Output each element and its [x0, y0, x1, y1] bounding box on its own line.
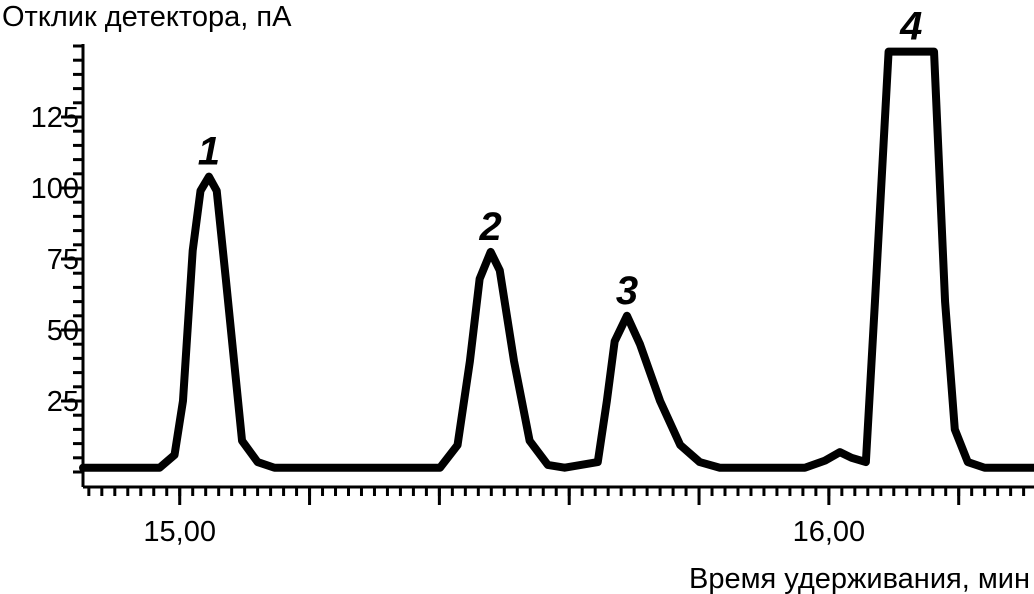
y-tick-label: 75: [47, 244, 79, 276]
x-axis-title: Время удерживания, мин: [689, 563, 1030, 594]
x-tick-label: 16,00: [793, 516, 866, 548]
y-tick-label: 125: [31, 102, 79, 134]
y-tick-label: 50: [47, 315, 79, 347]
peak-label: 4: [899, 5, 922, 49]
x-tick-label: 15,00: [143, 516, 216, 548]
y-tick-label: 100: [31, 173, 79, 205]
y-axis-title: Отклик детектора, пА: [2, 1, 292, 33]
chromatogram-line: [79, 47, 1034, 472]
y-tick-label: 25: [47, 386, 79, 418]
peak-label: 2: [479, 205, 502, 249]
peak-label: 1: [198, 130, 220, 174]
peak-label: 3: [616, 269, 638, 313]
